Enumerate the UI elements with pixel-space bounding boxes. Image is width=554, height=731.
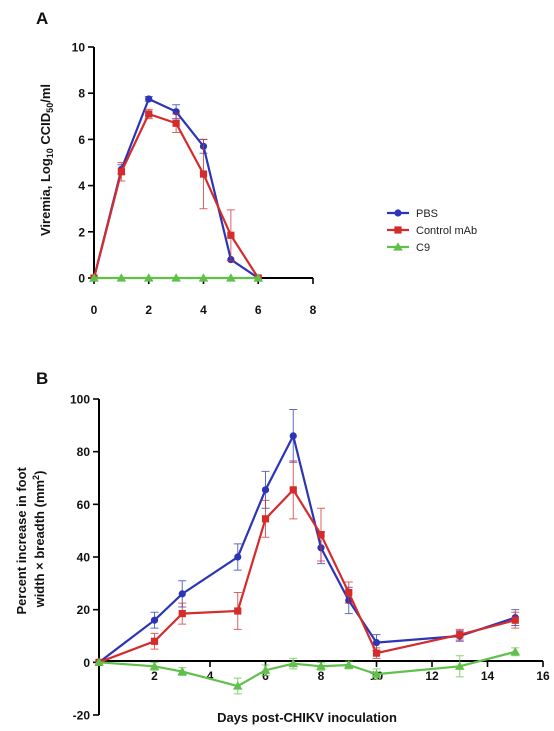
data-point bbox=[371, 669, 382, 678]
panel-b-y-tick-label: 80 bbox=[77, 445, 91, 459]
panel-b-x-tick-label: 12 bbox=[425, 669, 439, 683]
panel-b-x-tick-label: 2 bbox=[151, 669, 158, 683]
data-point bbox=[345, 588, 353, 597]
panel-b-x-tick-label: 16 bbox=[536, 669, 550, 683]
panel-b-y-tick-label: 40 bbox=[77, 551, 91, 565]
panel-b-series-c9 bbox=[94, 647, 521, 695]
data-point bbox=[198, 273, 209, 282]
panel-a-y-tick-label: 6 bbox=[78, 133, 85, 147]
data-point bbox=[177, 666, 188, 676]
data-point bbox=[253, 273, 264, 282]
panel-a-y-tick-label: 0 bbox=[78, 272, 85, 286]
data-point bbox=[261, 486, 270, 494]
legend-label: PBS bbox=[416, 208, 438, 220]
panel-a-x-ticks: 0 2 4 6 8 bbox=[91, 278, 317, 317]
data-point bbox=[227, 231, 235, 239]
panel-b-y-tick-label: 20 bbox=[77, 603, 91, 617]
panel-a: A 0 2 4 6 8 10 0 2 4 6 8 Viremia, Log10 CCID50/ml bbox=[36, 9, 317, 317]
data-point bbox=[145, 95, 153, 103]
series-line bbox=[98, 488, 516, 664]
data-point bbox=[226, 273, 236, 282]
data-point bbox=[172, 108, 180, 116]
panel-b-y-tick-label: 60 bbox=[77, 498, 91, 512]
data-point bbox=[116, 273, 127, 282]
panel-a-y-tick-label: 10 bbox=[72, 41, 86, 55]
data-point bbox=[150, 637, 159, 645]
data-point bbox=[199, 170, 208, 178]
data-point bbox=[234, 607, 242, 615]
series-line bbox=[98, 650, 516, 688]
data-point bbox=[149, 661, 160, 670]
legend-marker bbox=[393, 242, 403, 251]
panel-b-x-tick-label: 14 bbox=[481, 669, 495, 683]
panel-a-y-axis-label: Viremia, Log10 CCID50/ml bbox=[38, 84, 55, 236]
legend: PBS Control mAb C9 bbox=[387, 208, 477, 254]
panel-a-y-tick-label: 2 bbox=[78, 225, 85, 239]
data-point bbox=[94, 657, 104, 666]
panel-b-series bbox=[94, 409, 521, 695]
panel-b-y-ticks: -20 0 20 40 60 80 100 bbox=[70, 393, 99, 723]
series-line bbox=[98, 432, 516, 664]
panel-a-y-ticks: 0 2 4 6 8 10 bbox=[72, 41, 94, 286]
panel-b-y-axis-label-line2: width × breadth (mm2) bbox=[31, 471, 47, 609]
panel-b-series-pbs bbox=[95, 409, 520, 666]
data-point bbox=[343, 660, 354, 669]
panel-a-series-control-mab bbox=[90, 108, 262, 282]
data-point bbox=[289, 486, 297, 494]
data-point bbox=[234, 553, 242, 561]
data-point bbox=[317, 531, 325, 539]
data-point bbox=[117, 168, 125, 176]
data-point bbox=[510, 647, 521, 656]
data-point bbox=[372, 638, 381, 647]
panel-b-letter: B bbox=[36, 369, 48, 388]
panel-b-y-tick-label: 100 bbox=[70, 393, 90, 407]
panel-a-x-tick-label: 0 bbox=[91, 303, 98, 317]
panel-b-x-tick-label: 4 bbox=[207, 669, 214, 683]
panel-b-x-tick-label: 8 bbox=[318, 669, 325, 683]
panel-b-y-axis-label: Percent increase in foot width × breadth… bbox=[14, 463, 47, 614]
data-point bbox=[172, 119, 180, 127]
data-point bbox=[316, 661, 326, 670]
panel-a-y-tick-label: 8 bbox=[78, 87, 85, 101]
panel-a-y-tick-label: 4 bbox=[78, 179, 85, 193]
data-point bbox=[261, 515, 270, 523]
panel-a-x-tick-label: 8 bbox=[310, 303, 317, 317]
panel-b-y-axis-label-line1: Percent increase in foot bbox=[14, 466, 29, 614]
panel-a-series-c9 bbox=[89, 273, 264, 282]
panel-a-x-tick-label: 6 bbox=[255, 303, 262, 317]
data-point bbox=[145, 110, 153, 118]
data-point bbox=[143, 273, 154, 282]
panel-a-x-tick-label: 2 bbox=[145, 303, 152, 317]
data-point bbox=[89, 273, 99, 282]
data-point bbox=[288, 658, 299, 668]
legend-item-pbs: PBS bbox=[387, 208, 438, 220]
panel-a-letter: A bbox=[36, 9, 48, 28]
legend-marker bbox=[394, 226, 402, 234]
legend-label: Control mAb bbox=[416, 225, 477, 237]
legend-label: C9 bbox=[416, 242, 430, 254]
panel-b-y-tick-label: 0 bbox=[83, 656, 90, 670]
panel-a-x-tick-label: 4 bbox=[200, 303, 207, 317]
data-point bbox=[456, 631, 464, 639]
panel-a-series bbox=[89, 95, 264, 282]
data-point bbox=[150, 616, 159, 624]
legend-item-c9: C9 bbox=[387, 242, 430, 254]
data-point bbox=[372, 649, 381, 657]
data-point bbox=[178, 590, 186, 598]
legend-item-control-mab: Control mAb bbox=[387, 225, 477, 237]
data-point bbox=[289, 432, 297, 440]
data-point bbox=[232, 681, 243, 690]
panel-b-x-axis-label: Days post-CHIKV inoculation bbox=[217, 710, 397, 725]
data-point bbox=[454, 661, 465, 670]
series-line bbox=[92, 112, 260, 279]
legend-marker bbox=[394, 209, 402, 217]
panel-b-y-tick-label: -20 bbox=[73, 709, 91, 723]
data-point bbox=[260, 665, 271, 674]
data-point bbox=[178, 610, 186, 618]
data-point bbox=[511, 616, 519, 624]
data-point bbox=[171, 273, 181, 282]
